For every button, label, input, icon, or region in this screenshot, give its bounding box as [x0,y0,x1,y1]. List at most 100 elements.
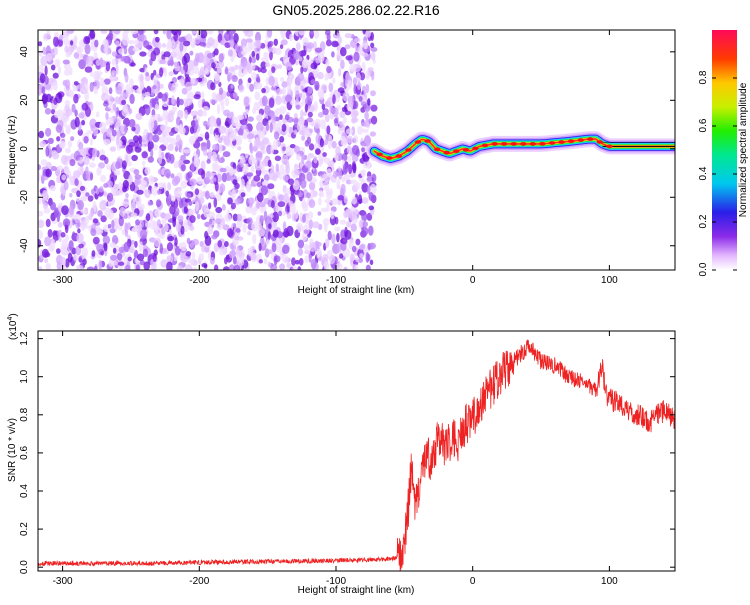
spectrogram-noise-blob [173,160,179,169]
spectrogram-noise-blob [358,219,363,229]
spectrogram-noise-blob [133,123,141,135]
spectrogram-noise-blob [245,30,254,38]
spectrogram-noise-blob [67,252,73,263]
spectrogram-noise-blob [73,254,79,261]
spectrogram-noise-blob [141,151,148,159]
spectrogram-noise-blob [270,144,274,155]
spectrogram-noise-blob [257,67,262,73]
spectrogram-noise-blob [361,147,366,153]
spectrogram-noise-blob [179,42,184,52]
spectrogram-noise-blob [130,212,138,218]
colorbar-gradient [712,30,737,270]
spectrogram-noise-blob [38,88,41,97]
spectrogram-noise-blob [298,30,306,36]
spectrogram-noise-blob [56,109,64,120]
spectrogram-noise-blob [362,221,368,228]
spectrogram-noise-blob [335,146,341,156]
spectrogram-noise-blob [355,148,360,157]
spectrogram-noise-blob [204,69,210,75]
spectrogram-noise-blob [201,245,206,253]
spectrogram-noise-blob [353,51,360,62]
spectrogram-noise-blob [209,257,215,265]
spectrogram-noise-blob [218,248,226,256]
spectrogram-noise-blob [334,154,339,162]
spectrogram-noise-blob [295,90,300,100]
spectrogram-noise-blob [312,41,317,51]
spectrogram-noise-blob [361,197,369,204]
spectrogram-peak [558,140,565,144]
spectrogram-noise-blob [364,42,368,50]
spectrogram-noise-blob [281,254,289,264]
spectrogram-noise-blob [81,224,86,231]
spectrogram-noise-blob [166,242,174,252]
spectrogram-noise-blob [351,245,357,253]
spectrogram-noise-blob [74,109,78,117]
spectrogram-noise-blob [342,163,349,174]
spectrogram-noise-blob [155,199,162,208]
spectrogram-noise-blob [318,248,322,258]
spectrogram-noise-blob [258,201,266,208]
spectrogram-noise-blob [100,30,108,34]
spectrogram-noise-blob [344,44,351,50]
spectrogram-noise-blob [212,177,217,182]
spectrogram-noise-blob [240,255,245,266]
spectrogram-peak [567,139,575,143]
spectrogram-noise-blob [318,156,323,167]
svg-text:(x104): (x104) [7,313,19,340]
spectrogram-noise-blob [89,30,96,39]
spectrogram-noise-blob [71,103,76,113]
spectrogram-noise-blob [178,139,183,149]
spectrogram-noise-blob [115,85,123,95]
spectrogram-noise-blob [319,119,326,130]
spectrogram-noise-blob [143,40,150,49]
spectrogram-noise-blob [292,265,297,270]
spectrogram-noise-blob [352,77,358,87]
spectrogram-noise-blob [345,78,349,85]
spectrogram-noise-blob [279,114,283,120]
spectrogram-noise-blob [192,266,198,270]
spectrogram-noise-blob [219,60,224,68]
spectrogram-noise-blob [326,191,333,200]
spectrogram-noise-blob [112,30,121,35]
spectrogram-noise-blob [78,141,84,150]
spectrogram-noise-blob [256,182,262,188]
spectrogram-noise-blob [250,165,255,173]
spectrogram-noise-blob [109,228,116,234]
spectrogram-noise-blob [178,98,184,106]
spectrogram-noise-blob [206,159,211,164]
spectrogram-noise-blob [205,42,213,48]
spectrogram-noise-blob [336,232,340,243]
spectrogram-noise-blob [73,81,79,86]
spectrogram-noise-blob [145,213,151,222]
spectrogram-noise-blob [206,52,214,59]
snr-xtick-label: 0 [470,576,476,587]
spectrogram-noise-blob [86,266,95,270]
spectrogram-noise-blob [135,219,140,226]
spectrogram-noise-blob [118,181,123,190]
spectrogram-noise-blob [268,169,276,181]
spectrogram-noise-blob [77,45,83,55]
spectrogram-noise-blob [337,242,342,253]
spectrogram-peak [587,137,594,141]
spectrogram-noise-blob [242,223,247,233]
spectrogram-noise-blob [81,252,87,261]
spectrogram-noise-blob [301,59,307,69]
spectrogram-noise-blob [171,30,179,36]
spectrogram-noise-blob [109,30,113,39]
spectrogram-noise-blob [55,124,63,133]
spectrogram-noise-blob [180,69,186,75]
spectrogram-noise-blob [106,128,112,138]
spectrogram-noise-blob [100,215,107,223]
spectrogram-noise-blob [285,94,293,103]
spectrogram-noise-blob [342,92,350,102]
spectrogram-noise-blob [300,66,304,74]
spectrogram-noise-blob [43,207,51,214]
spectrogram-noise-blob [132,193,137,203]
spectrogram-noise-blob [242,69,248,75]
spectrogram-noise-blob [323,222,328,233]
spectrogram-noise-blob [81,83,89,95]
spectrogram-noise-blob [274,131,280,140]
spectrogram-noise-blob [82,258,87,266]
spectrogram-noise-blob [300,179,307,189]
